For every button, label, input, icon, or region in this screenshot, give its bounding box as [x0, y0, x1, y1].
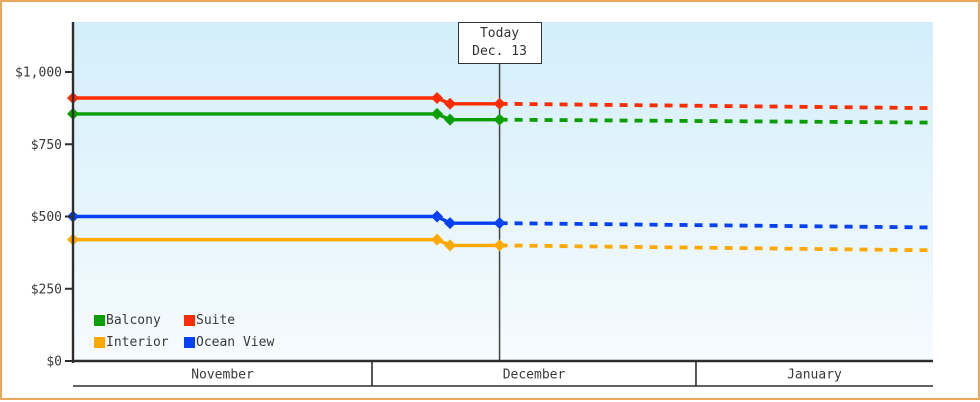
month-label-december: December — [503, 368, 566, 383]
legend-swatch-icon — [184, 337, 195, 348]
legend-swatch-icon — [94, 337, 105, 348]
series-line-interior — [73, 237, 500, 248]
today-annotation-line2: Dec. 13 — [472, 44, 527, 59]
legend-label: Ocean View — [196, 335, 275, 350]
plot-background — [73, 22, 933, 361]
series-line-ocean-view — [73, 214, 500, 225]
legend-label: Suite — [196, 313, 236, 328]
legend-item-interior: Interior — [94, 335, 184, 350]
forecast-line-suite — [499, 101, 934, 111]
data-point-marker — [493, 97, 506, 110]
data-point-marker — [493, 113, 506, 126]
data-point-marker — [444, 239, 457, 252]
legend-label: Interior — [106, 335, 169, 350]
y-tick-label: $0 — [46, 355, 62, 370]
month-label-november: November — [191, 368, 254, 383]
legend-swatch-icon — [184, 315, 195, 326]
legend-item-ocean-view: Ocean View — [184, 335, 274, 350]
y-tick-label: $500 — [31, 210, 62, 225]
data-point-marker — [444, 113, 457, 126]
data-point-marker — [493, 239, 506, 252]
data-point-marker — [431, 107, 444, 120]
legend-item-suite: Suite — [184, 313, 274, 328]
data-point-marker — [431, 233, 444, 246]
y-tick-label: $250 — [31, 282, 62, 297]
y-tick-label: $750 — [31, 138, 62, 153]
legend-label: Balcony — [106, 313, 161, 328]
legend-item-balcony: Balcony — [94, 313, 184, 328]
forecast-line-interior — [499, 243, 934, 253]
month-label-january: January — [787, 368, 842, 383]
series-line-balcony — [73, 112, 500, 122]
series-line-suite — [73, 96, 500, 106]
data-point-marker — [431, 210, 444, 223]
legend-swatch-icon — [94, 315, 105, 326]
legend: Balcony Suite Interior Ocean View — [94, 313, 274, 350]
data-point-marker — [444, 97, 457, 110]
forecast-line-balcony — [499, 117, 934, 125]
today-annotation-line1: Today — [479, 26, 520, 41]
data-point-marker — [431, 92, 444, 105]
today-annotation: Today Dec. 13 — [457, 22, 542, 64]
forecast-line-ocean-view — [499, 221, 934, 230]
y-tick-label: $1,000 — [15, 66, 62, 81]
data-point-marker — [493, 217, 506, 230]
data-point-marker — [444, 217, 457, 230]
